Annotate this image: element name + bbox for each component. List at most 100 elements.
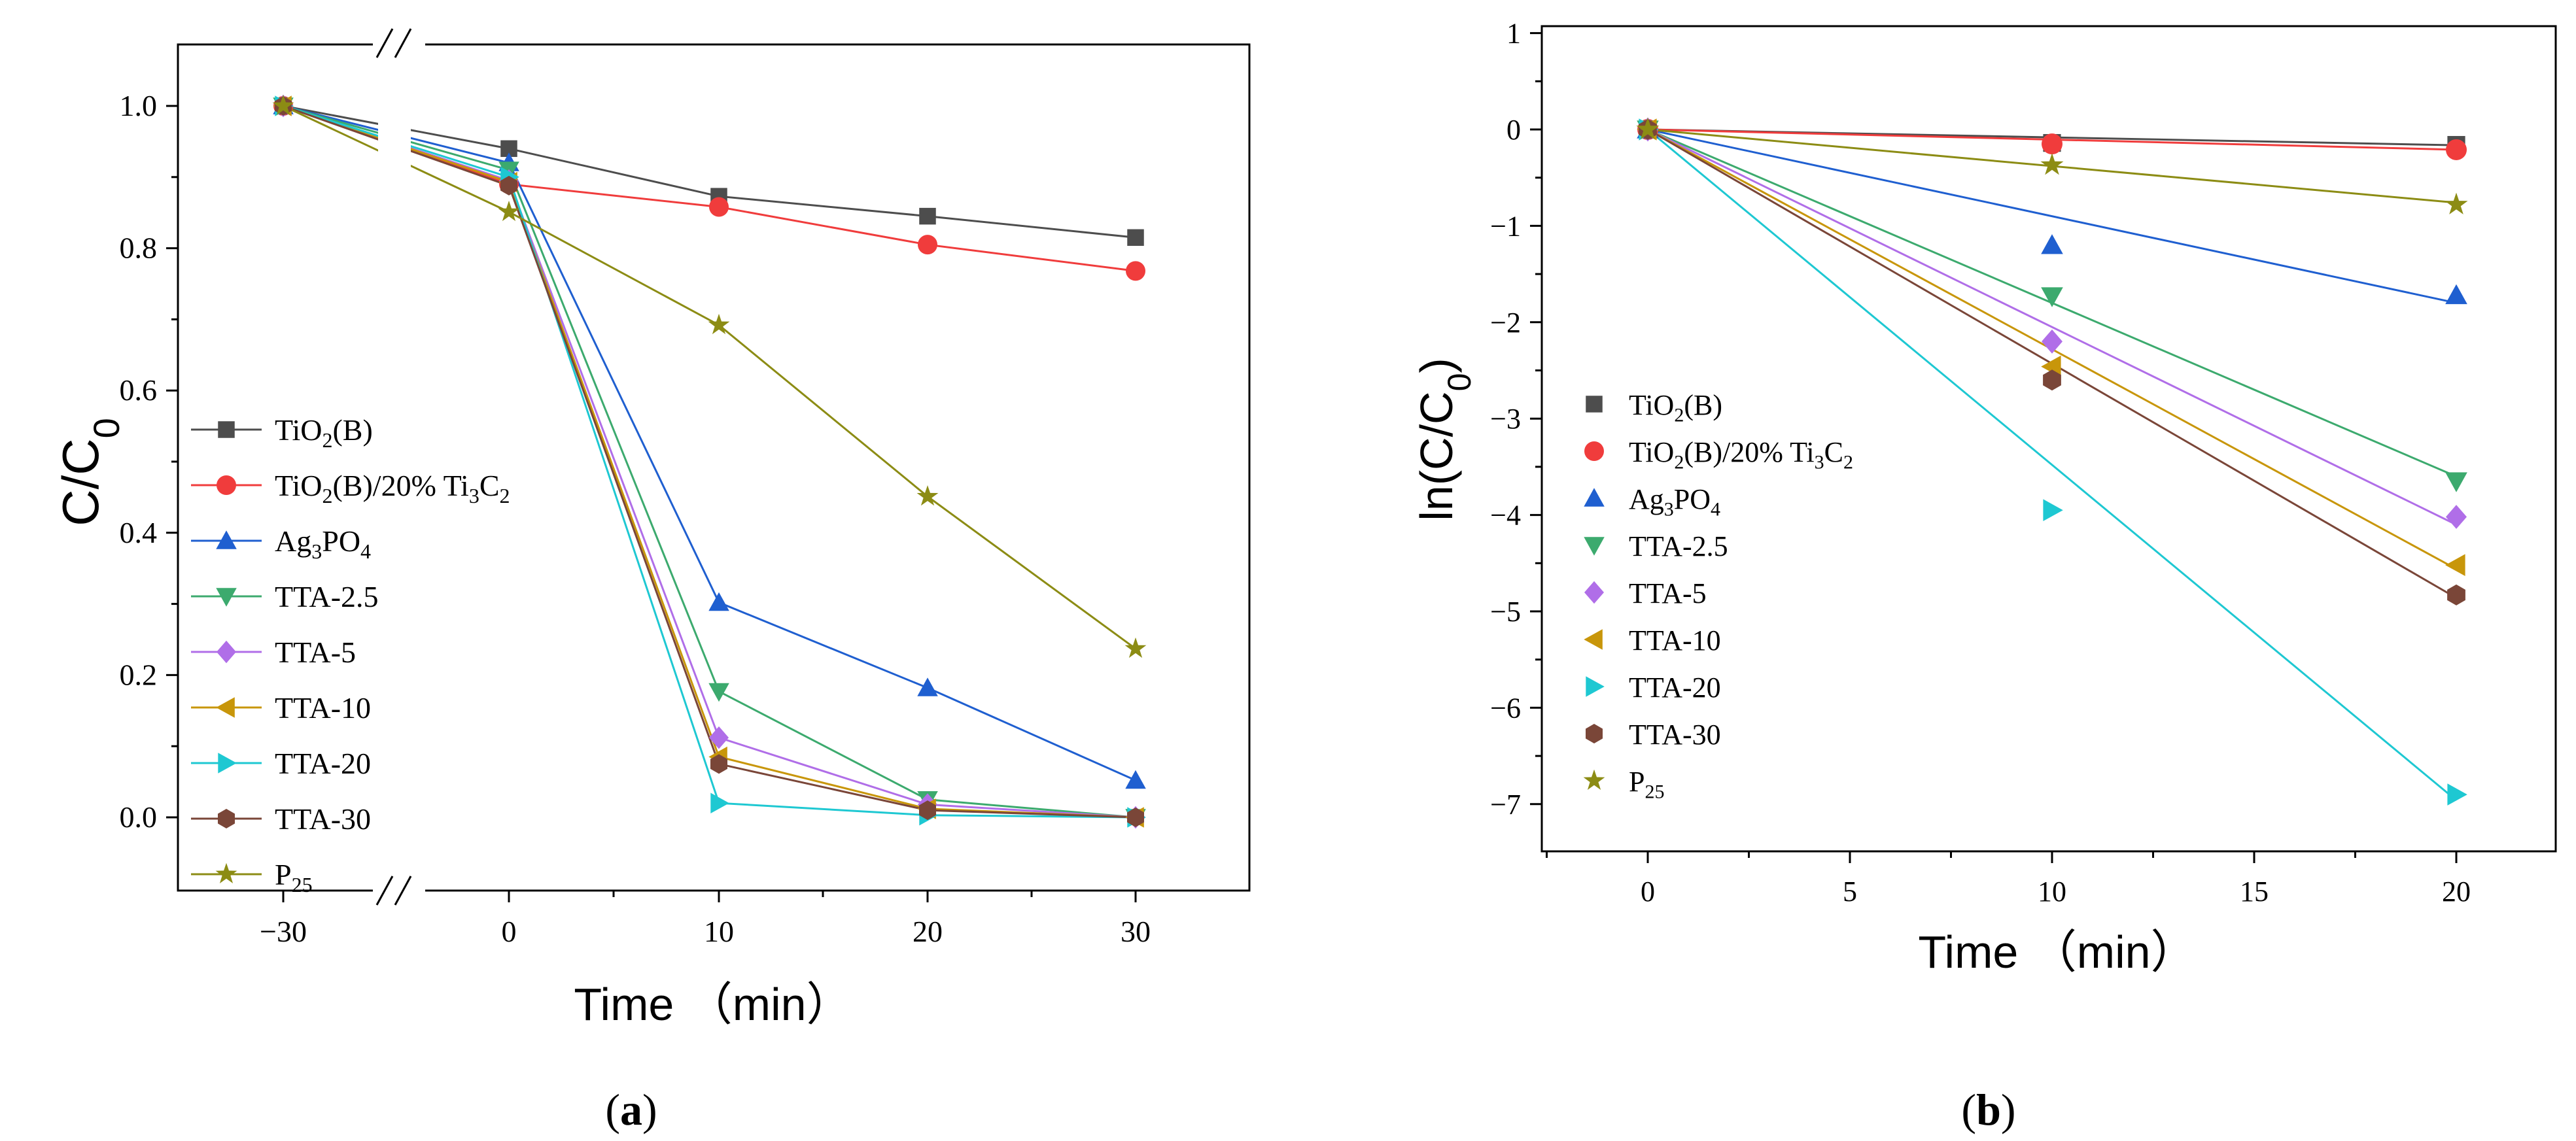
panel-b-legend-marker	[1583, 769, 1605, 790]
panel-b-legend-marker	[1584, 581, 1604, 604]
panel-b-x-tick-label: 20	[2442, 876, 2471, 908]
panel-a-chart: 0.0 0.2 0.4 0.6 0.8 1.0 −30 0 10 20 30 TiO2​(B) Ti…	[52, 26, 1251, 1134]
panel-a-line-tio2-b	[283, 105, 1136, 239]
panel-a-legend-label: P25​	[275, 858, 313, 896]
panel-a-legend-marker	[217, 640, 236, 664]
panel-b-y-tick-label: −5	[1490, 596, 1521, 628]
panel-a-point-tta-20	[710, 792, 729, 813]
panel-b-legend-marker	[1584, 537, 1605, 556]
panel-a-y-axis-label: C/C0	[52, 418, 127, 526]
panel-a-y-tick-label: 0.4	[120, 516, 158, 549]
panel-a-legend-label: TTA-2.5	[275, 580, 379, 613]
panel-a-x-tick-label: 10	[704, 915, 734, 948]
panel-a-point-tio2-b-20-ti3c2	[918, 235, 937, 255]
panel-a-legend-label: TTA-5	[275, 636, 356, 669]
panel-b-point-tta-5	[2042, 329, 2063, 354]
panel-a-legend-label: TiO2​(B)/20% Ti3​C2​	[275, 469, 510, 507]
panel-b-y-tick-label: −1	[1490, 210, 1521, 242]
panel-a-line-tta-5	[283, 105, 1136, 819]
panel-b-legend-marker	[1586, 676, 1605, 697]
panel-b-fit-line-tta-20	[1647, 128, 2457, 802]
panel-b-legend-label: TTA-2.5	[1629, 530, 1728, 562]
panel-a-line-p25	[283, 105, 1136, 650]
panel-a-x-axis-label: Time （min）	[574, 979, 852, 1030]
panel-b-y-tick-label: −4	[1490, 500, 1521, 532]
panel-b-legend-marker	[1586, 396, 1603, 413]
panel-b-x-tick-label: 5	[1843, 876, 1857, 908]
panel-b-x-axis-label: Time （min）	[1918, 927, 2196, 978]
panel-a-legend-marker	[216, 530, 237, 549]
panel-a-point-tio2-b-20-ti3c2	[1126, 261, 1145, 281]
panel-b-legend-label: TTA-30	[1629, 719, 1721, 751]
panel-a-point-tio2-b	[919, 207, 936, 225]
panel-a-caption: (a)	[605, 1085, 657, 1134]
panel-a-point-p25	[498, 200, 520, 222]
panel-a-point-tta-30	[500, 175, 517, 196]
panel-b-y-axis-label: ln(C/C0)	[1411, 358, 1478, 520]
panel-a-legend-label: TTA-30	[275, 802, 371, 836]
panel-b-point-tta-20	[2447, 783, 2467, 806]
panel-b-fit-line-ag3po4	[1647, 128, 2457, 304]
panel-a-legend-marker	[218, 753, 237, 774]
panel-b-point-tta-30	[2447, 584, 2465, 605]
panel-a-legend-marker	[216, 588, 237, 607]
panel-b-legend-label: TTA-10	[1629, 624, 1721, 656]
panel-a-point-tio2-b-20-ti3c2	[709, 197, 729, 217]
panel-b-point-p25	[1636, 117, 1660, 139]
panel-b-y-tick-label: 1	[1506, 18, 1521, 50]
panel-b-x-tick-label: 10	[2038, 876, 2066, 908]
panel-b-point-ag3po4	[2041, 234, 2063, 254]
panel-a-legend-marker	[218, 421, 235, 438]
panel-a-point-tta-30	[919, 800, 936, 821]
panel-a-y-tick-label: 0.6	[120, 373, 158, 407]
panel-b-legend-marker	[1584, 441, 1604, 461]
panel-a-y-tick-label: 0.2	[120, 658, 158, 691]
panel-a-legend-label: Ag3​PO4​	[275, 524, 371, 563]
panel-b-legend-label: TTA-20	[1629, 672, 1721, 704]
panel-b-legend-label: TTA-5	[1629, 577, 1707, 609]
panel-b-point-tta-2-5	[2041, 287, 2063, 307]
panel-a-point-ag3po4	[917, 677, 938, 696]
panel-b-point-ag3po4	[2445, 284, 2467, 305]
panel-a-point-ag3po4	[708, 592, 729, 611]
panel-a-point-p25	[1124, 637, 1147, 658]
panel-b-point-p25	[2445, 192, 2468, 214]
panel-a-y-tick-label: 1.0	[120, 89, 158, 122]
panel-b-caption: (b)	[1961, 1085, 2015, 1134]
panel-a-legend-label: TTA-10	[275, 691, 371, 724]
panel-b-y-tick-label: −7	[1490, 789, 1521, 821]
panel-a-point-tio2-b	[1127, 229, 1144, 247]
panel-b-legend-label: TiO2​(B)	[1629, 389, 1722, 426]
panel-a-point-tta-5	[709, 726, 729, 749]
panel-b-point-tio2-b-20-ti3c2	[2042, 133, 2063, 155]
panel-a-point-ag3po4	[1125, 770, 1146, 789]
panel-a-break-mask	[378, 92, 411, 170]
panel-b-legend-label: P25​	[1629, 766, 1664, 803]
panel-b-fit-line-tta-5	[1647, 128, 2457, 526]
panel-a-x-tick-label: 20	[913, 915, 943, 948]
panel-b-point-tta-10	[2445, 554, 2465, 576]
panel-b-point-tta-5	[2446, 505, 2467, 529]
panel-a-x-tick-label: −30	[260, 915, 307, 948]
panel-a-legend-label: TiO2​(B)	[275, 413, 373, 452]
panel-b-point-tta-30	[2043, 369, 2061, 391]
panel-a-legend-marker	[218, 809, 235, 828]
panel-a-point-tta-30	[710, 754, 727, 774]
panel-a-legend-marker	[217, 475, 236, 495]
panel-a-point-p25	[708, 313, 730, 335]
panel-a-y-tick-label: 0.0	[120, 800, 158, 834]
panel-b-y-tick-label: −3	[1490, 403, 1521, 435]
panel-b-y-tick-label: 0	[1506, 114, 1521, 146]
panel-b-legend-label: TiO2​(B)/20% Ti3​C2​	[1629, 436, 1853, 473]
panel-a-axis-break	[373, 26, 425, 909]
panel-a-x-tick-label: 0	[502, 915, 517, 948]
panel-a-legend-label: TTA-20	[275, 747, 371, 780]
panel-a-point-tta-30	[1127, 808, 1144, 827]
panel-b-plot-frame	[1540, 25, 2557, 853]
panel-b-legend-marker	[1584, 488, 1605, 507]
panel-a-plot-frame	[177, 43, 1251, 892]
panel-a-legend-marker	[216, 697, 235, 718]
panel-b-point-tta-2-5	[2445, 472, 2467, 492]
